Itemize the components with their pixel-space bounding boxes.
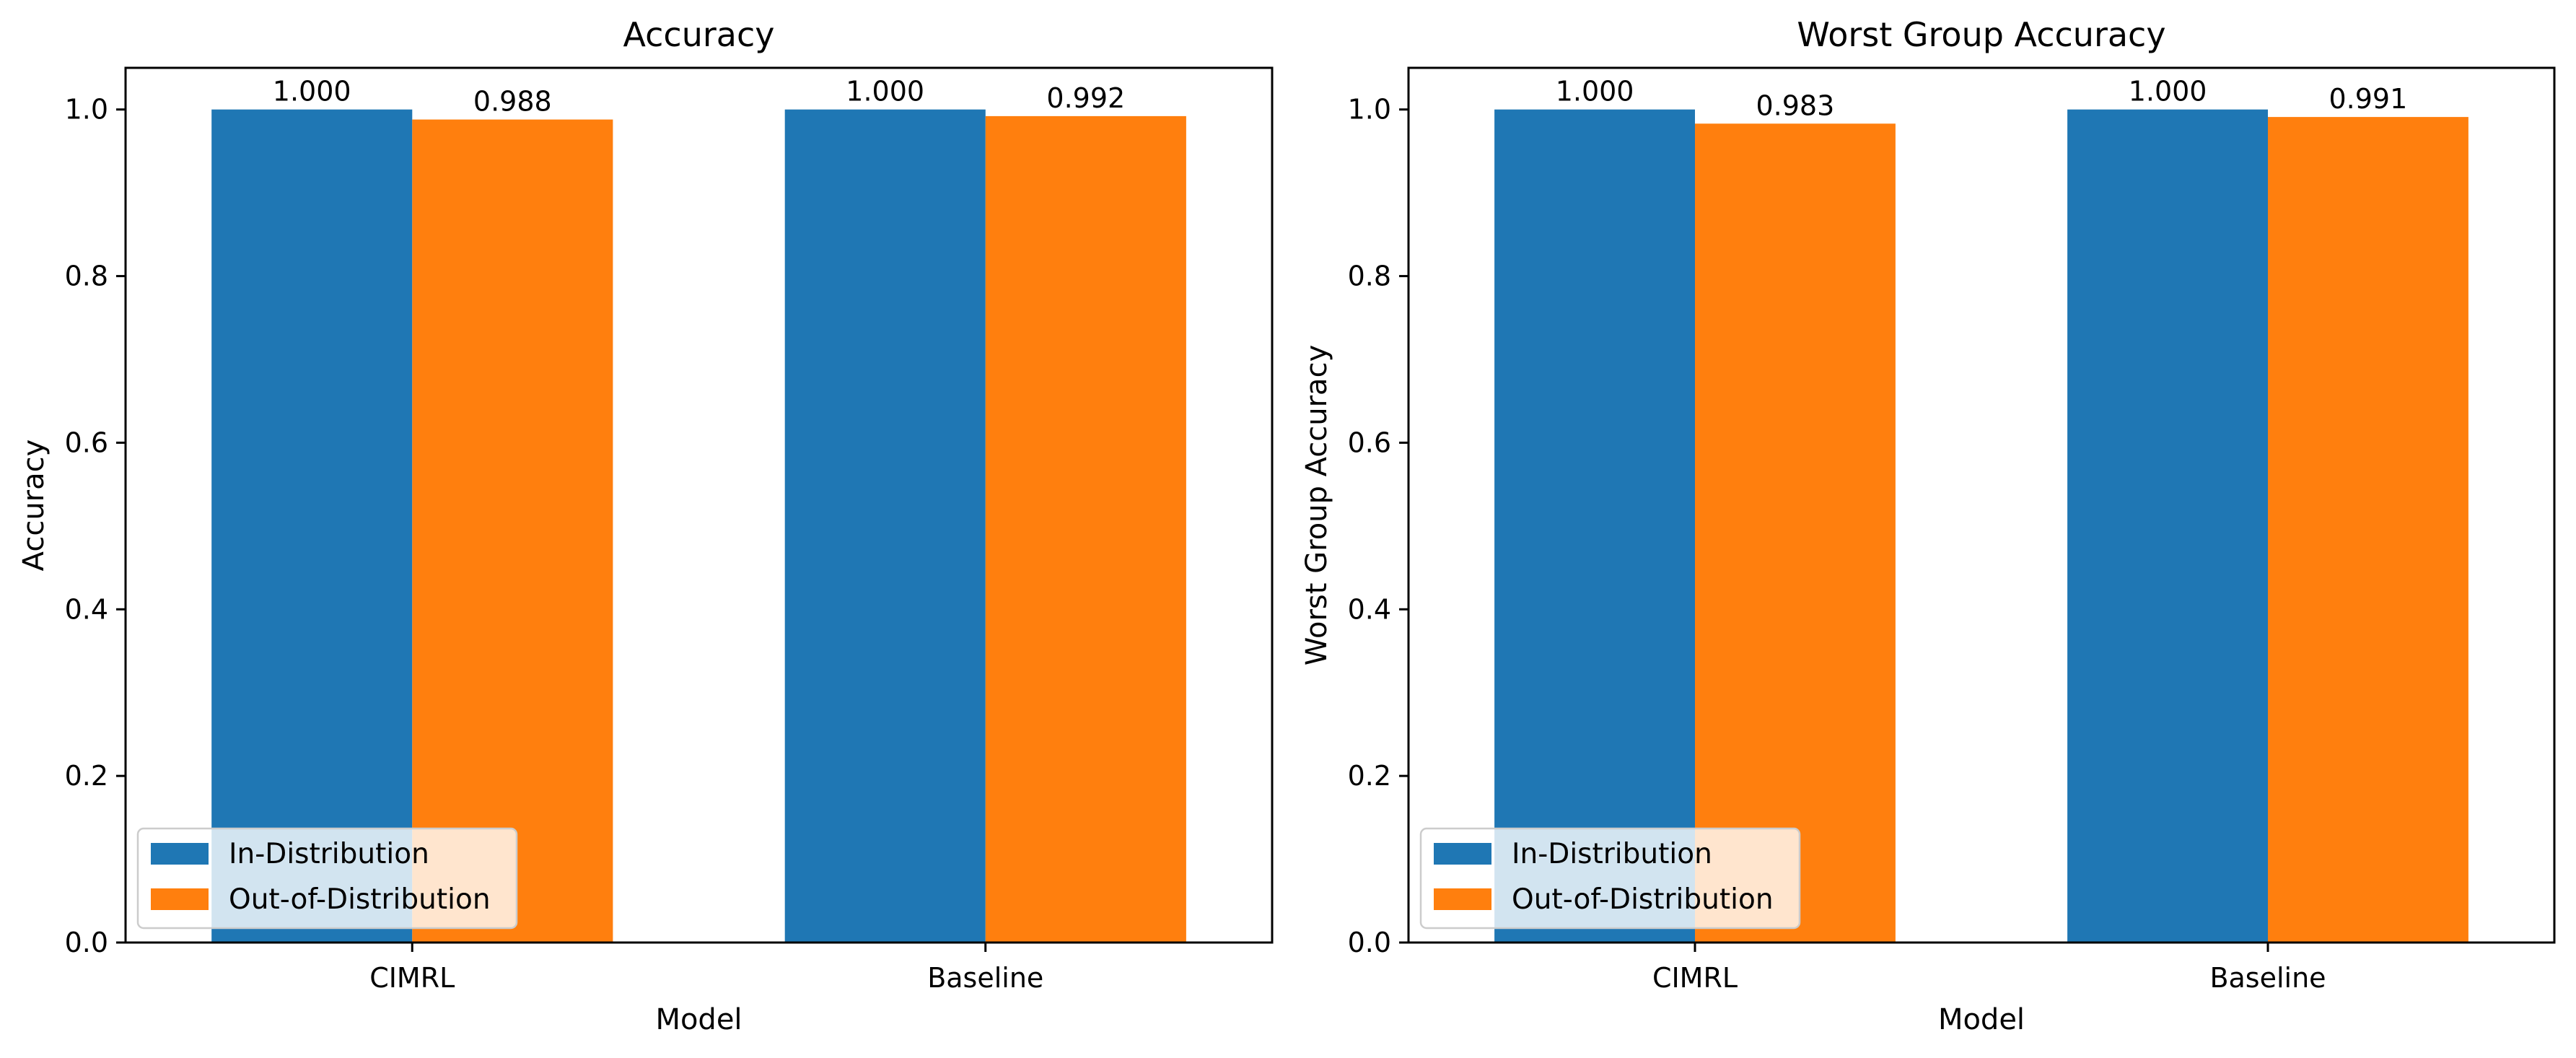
y-tick-label: 0.2 [1348,760,1391,792]
chart-panel-2: 1.000 1.000 0.983 0.991 0.0 0.2 0.4 0.6 0.8 1.0 CI… [1300,15,2556,1036]
legend: In-Distribution Out-of-Distribution [1419,827,1801,930]
chart-title: Worst Group Accuracy [1797,15,2165,54]
data-label: 0.992 [1046,82,1125,114]
bar-out-of-distribution-baseline [2268,117,2468,943]
legend-box [1419,827,1801,930]
data-label: 0.988 [473,86,552,118]
plot-frame [1407,66,2556,944]
y-tick-label: 0.6 [1348,427,1391,458]
plot-frame [124,66,1274,944]
y-tick-label: 1.0 [65,94,108,126]
x-tick-label: Baseline [2209,962,2326,994]
chart-panel-1: 1.000 1.000 0.988 0.992 0.0 0.2 0.4 0.6 0.8 1.0 CI… [17,15,1274,1036]
legend-label: In-Distribution [1512,838,1712,870]
y-axis-label: Worst Group Accuracy [1300,345,1333,665]
x-axis-label: Model [655,1003,742,1036]
legend-label: In-Distribution [229,838,429,870]
bar-out-of-distribution-baseline [985,115,1186,943]
x-axis-label: Model [1938,1003,2025,1036]
y-tick-label: 0.8 [1348,261,1391,292]
y-tick-label: 0.2 [65,760,108,792]
chart-title: Accuracy [623,15,774,54]
x-tick-label: Baseline [927,962,1043,994]
x-tick-label: CIMRL [369,962,455,994]
y-axis-label: Accuracy [17,440,51,572]
x-tick-label: CIMRL [1652,962,1738,994]
y-tick-label: 0.0 [65,927,108,958]
data-label: 1.000 [846,76,924,108]
legend-swatch-in-distribution [151,843,209,865]
legend-box [136,827,518,930]
bar-out-of-distribution-cimrl [1695,123,1896,943]
y-tick-label: 1.0 [1348,94,1391,126]
y-tick-label: 0.6 [65,427,108,458]
legend: In-Distribution Out-of-Distribution [136,827,518,930]
bar-in-distribution-cimrl [211,109,413,943]
legend-swatch-in-distribution [1434,843,1491,865]
data-label: 0.991 [2329,83,2408,115]
data-label: 0.983 [1756,89,1835,121]
y-tick-label: 0.8 [65,261,108,292]
data-label: 1.000 [2129,76,2207,108]
y-tick-label: 0.4 [1348,593,1391,625]
y-tick-label: 0.0 [1348,927,1391,958]
bar-in-distribution-cimrl [1494,109,1695,943]
data-label: 1.000 [273,76,351,108]
legend-label: Out-of-Distribution [229,883,491,916]
bar-in-distribution-baseline [2067,109,2268,943]
data-label: 1.000 [1556,76,1634,108]
y-tick-label: 0.4 [65,593,108,625]
legend-swatch-out-of-distribution [151,888,209,910]
bar-in-distribution-baseline [784,109,986,943]
bar-out-of-distribution-cimrl [412,119,613,943]
legend-label: Out-of-Distribution [1512,883,1774,916]
legend-swatch-out-of-distribution [1434,888,1491,910]
